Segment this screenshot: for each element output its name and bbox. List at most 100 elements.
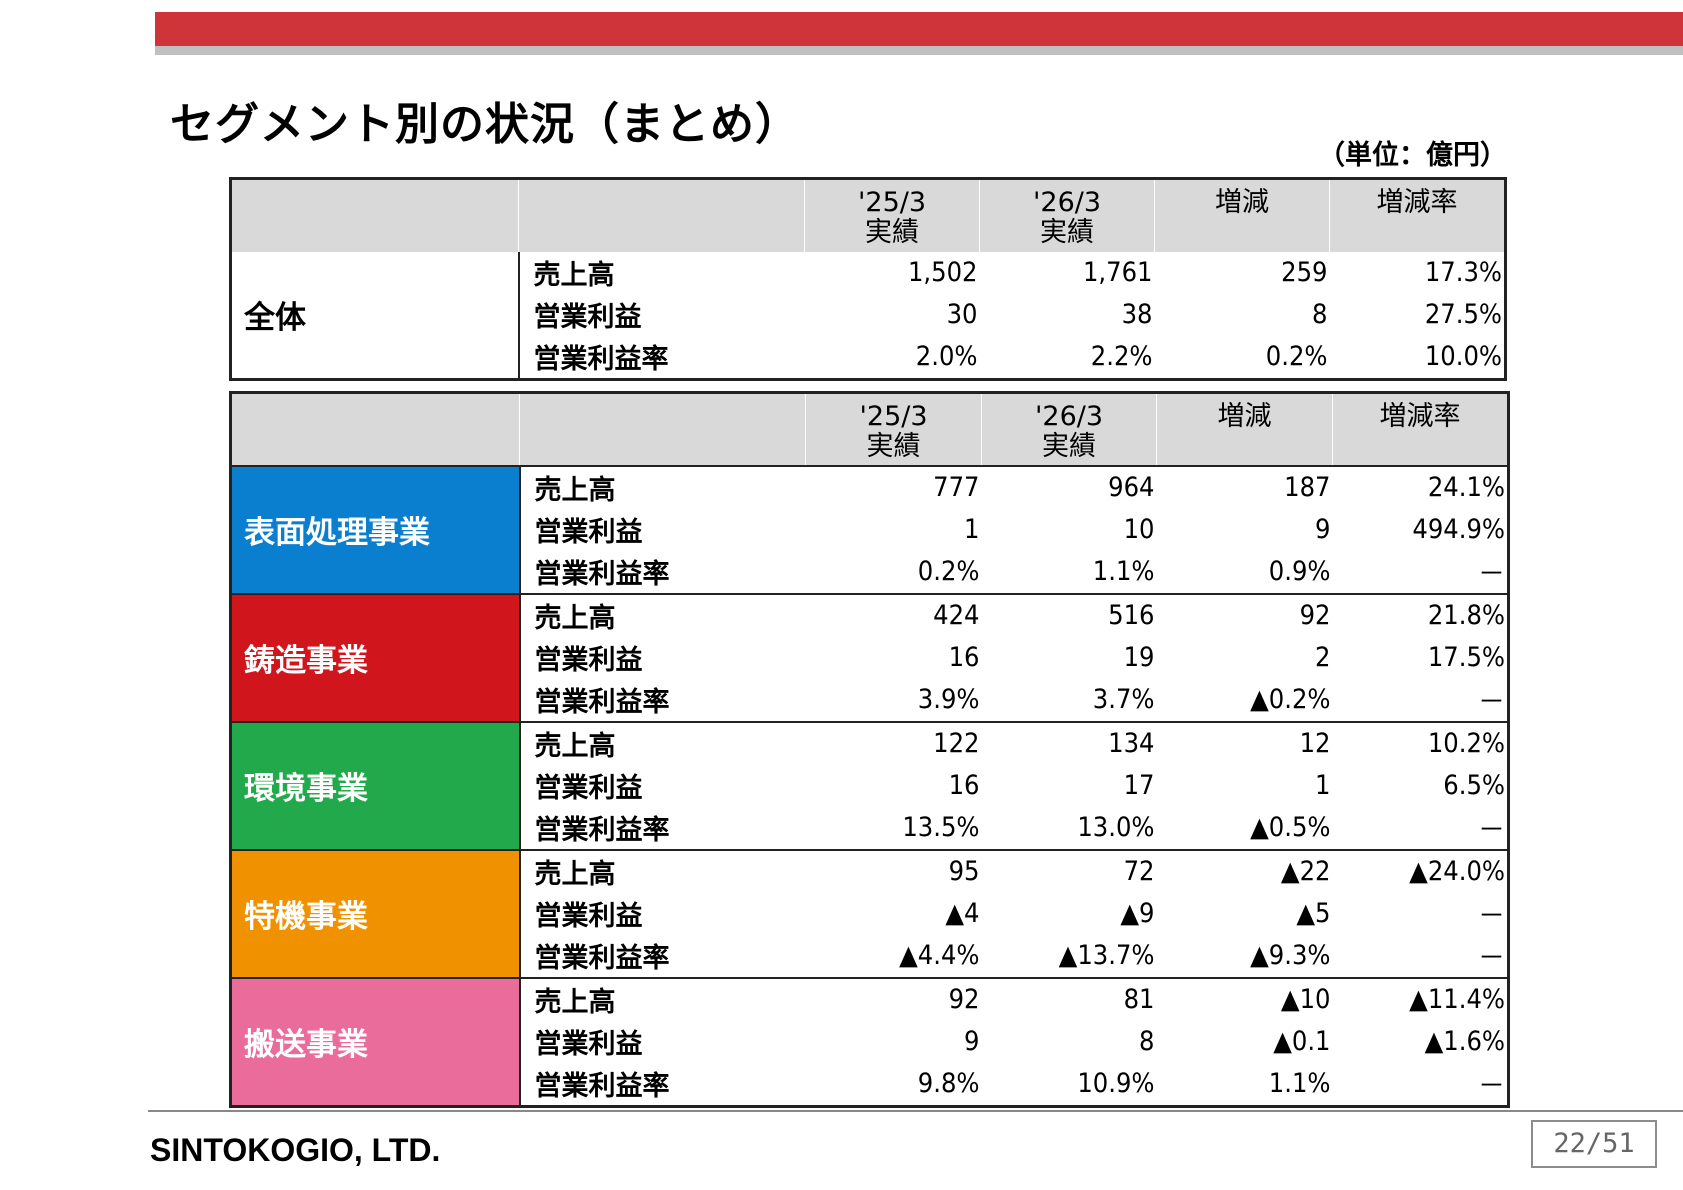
table-row: 搬送事業 売上高 92 81 ▲10 ▲11.4% (230, 976, 1509, 1106)
column-header-change: 増減 (1154, 178, 1330, 252)
header-accent-shadow (155, 46, 1683, 55)
metric-label: 営業利益率 (518, 550, 806, 594)
value-change-rate: － (1478, 943, 1505, 974)
value-prev: 1,502 (907, 257, 978, 288)
segment-label-casting: 鋳造事業 (230, 592, 520, 722)
table-row: 営業利益 1 10 9 494.9% (231, 508, 1509, 551)
value-change: 1 (1315, 770, 1331, 801)
value-change-rate: 494.9% (1412, 514, 1505, 545)
value-prev: ▲4.4% (899, 940, 980, 971)
value-prev: 13.5% (902, 812, 980, 843)
column-header-prev: '25/3 実績 (805, 392, 982, 466)
value-change-rate: 17.5% (1427, 642, 1505, 673)
metric-label: 売上高 (518, 848, 806, 893)
value-prev: 9.8% (917, 1068, 980, 1099)
column-header-curr: '26/3 実績 (979, 178, 1155, 252)
value-curr: 17 (1123, 770, 1155, 801)
table-row: 営業利益 ▲4 ▲9 ▲5 － (231, 892, 1509, 935)
table-row: 営業利益率 ▲4.4% ▲13.7% ▲9.3% － (231, 934, 1509, 978)
value-curr: 8 (1139, 1026, 1155, 1057)
value-change-rate: － (1478, 815, 1505, 846)
overall-summary-table: '25/3 実績 '26/3 実績 増減 増減率 全体 売上高 1,502 1,… (229, 177, 1507, 381)
value-change: ▲5 (1296, 898, 1331, 929)
value-change: 0.9% (1268, 556, 1331, 587)
metric-label: 売上高 (518, 592, 806, 637)
table-header-row: '25/3 実績 '26/3 実績 増減 増減率 (230, 392, 1509, 466)
table-row: 営業利益 9 8 ▲0.1 ▲1.6% (231, 1020, 1509, 1063)
metric-label: 営業利益 (518, 1020, 806, 1063)
value-change: ▲9.3% (1250, 940, 1331, 971)
metric-label: 営業利益率 (518, 1062, 806, 1106)
metric-label: 営業利益 (518, 508, 806, 551)
value-change: 0.2% (1265, 341, 1328, 372)
value-prev: 16 (948, 770, 980, 801)
value-change-rate: ▲11.4% (1332, 976, 1509, 1021)
segment-label-special-machinery: 特機事業 (230, 848, 520, 978)
value-curr: 19 (1123, 642, 1155, 673)
value-prev: 30 (946, 299, 978, 330)
segment-label-overall: 全体 (230, 251, 519, 379)
column-header-change-rate: 増減率 (1329, 178, 1506, 252)
value-curr: 10 (1123, 514, 1155, 545)
value-change: 12 (1156, 720, 1333, 765)
value-change-rate: 10.2% (1332, 720, 1509, 765)
table-row: 営業利益率 13.5% 13.0% ▲0.5% － (231, 806, 1509, 850)
value-change: 8 (1312, 299, 1328, 330)
table-row: 営業利益率 2.0% 2.2% 0.2% 10.0% (231, 335, 1506, 379)
value-change-rate: － (1478, 1071, 1505, 1102)
segment-label-conveyance: 搬送事業 (230, 976, 520, 1106)
column-header-curr: '26/3 実績 (981, 392, 1157, 466)
value-prev: 424 (805, 592, 982, 637)
metric-label: 営業利益率 (517, 335, 805, 379)
column-header-change: 増減 (1156, 392, 1333, 466)
value-change-rate: 24.1% (1332, 464, 1509, 509)
metric-label: 営業利益 (518, 764, 806, 807)
value-change: ▲0.5% (1250, 812, 1331, 843)
value-change: 1.1% (1268, 1068, 1331, 1099)
value-change-rate: ▲1.6% (1424, 1026, 1505, 1057)
column-header-change-rate: 増減率 (1332, 392, 1509, 466)
unit-label: （単位：億円） (1318, 140, 1507, 171)
value-change: 2 (1315, 642, 1331, 673)
value-change-rate: 6.5% (1443, 770, 1505, 801)
metric-label: 売上高 (518, 464, 806, 509)
value-curr: ▲13.7% (1058, 940, 1155, 971)
value-change-rate: 10.0% (1424, 341, 1502, 372)
value-change-rate: 21.8% (1332, 592, 1509, 637)
table-row: 営業利益 16 19 2 17.5% (231, 636, 1509, 679)
value-change-rate: 27.5% (1424, 299, 1502, 330)
metric-label: 営業利益 (518, 892, 806, 935)
segment-breakdown-table: '25/3 実績 '26/3 実績 増減 増減率 表面処理事業 売上高 777 … (229, 391, 1510, 1108)
value-curr: 10.9% (1077, 1068, 1155, 1099)
value-curr: 3.7% (1092, 684, 1155, 715)
value-prev: 777 (805, 464, 982, 509)
metric-label: 売上高 (517, 251, 805, 294)
metric-label: 営業利益率 (518, 806, 806, 850)
table-row: 営業利益 30 38 8 27.5% (231, 293, 1506, 336)
value-change-rate: － (1478, 901, 1505, 932)
value-curr: 13.0% (1077, 812, 1155, 843)
value-curr: 81 (981, 976, 1157, 1021)
table-row: 営業利益率 3.9% 3.7% ▲0.2% － (231, 678, 1509, 722)
metric-label: 売上高 (518, 976, 806, 1021)
metric-label: 営業利益率 (518, 934, 806, 978)
value-change: 92 (1156, 592, 1333, 637)
value-change-rate: － (1478, 559, 1505, 590)
value-prev: 122 (805, 720, 982, 765)
value-prev: 2.0% (915, 341, 978, 372)
value-change: 259 (1281, 257, 1328, 288)
page-number: 22/51 (1531, 1120, 1657, 1168)
metric-label: 営業利益率 (518, 678, 806, 722)
metric-label: 営業利益 (518, 636, 806, 679)
table-row: 営業利益率 9.8% 10.9% 1.1% － (231, 1062, 1509, 1106)
value-change-rate: ▲24.0% (1332, 848, 1509, 893)
value-curr: 1,761 (1082, 257, 1153, 288)
value-prev: 0.2% (917, 556, 980, 587)
column-header-prev: '25/3 実績 (804, 178, 980, 252)
value-prev: 92 (805, 976, 982, 1021)
value-prev: 9 (964, 1026, 980, 1057)
value-curr: 1.1% (1092, 556, 1155, 587)
value-change: 187 (1156, 464, 1333, 509)
segment-label-environment: 環境事業 (230, 720, 520, 850)
company-name: SINTOKOGIO, LTD. (150, 1132, 441, 1168)
